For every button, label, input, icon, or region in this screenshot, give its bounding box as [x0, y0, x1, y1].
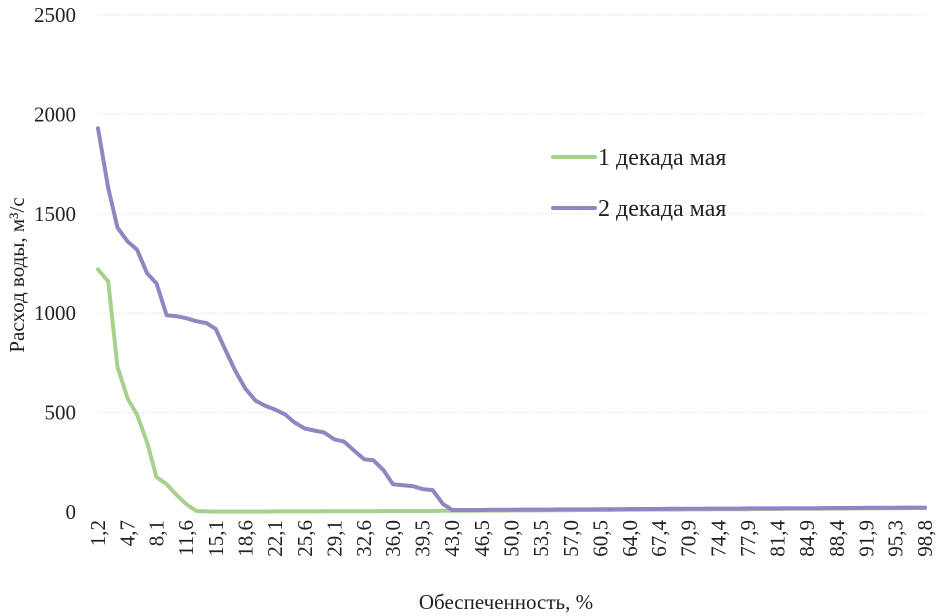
- x-tick-label: 50,0: [500, 520, 524, 557]
- x-tick-label: 88,4: [825, 520, 849, 557]
- x-tick-label: 74,4: [706, 520, 730, 557]
- y-tick-label: 1500: [34, 202, 76, 226]
- x-tick-label: 8,1: [144, 520, 168, 546]
- y-tick-label: 0: [66, 500, 77, 524]
- x-axis-title: Обеспеченность, %: [419, 590, 593, 614]
- series-line-1: [96, 267, 927, 514]
- x-tick-label: 22,1: [263, 520, 287, 557]
- x-tick-label: 81,4: [766, 520, 790, 557]
- x-tick-label: 11,6: [174, 520, 198, 556]
- x-tick-label: 4,7: [116, 520, 140, 546]
- x-tick-label: 60,5: [588, 520, 612, 557]
- x-tick-label: 98,8: [913, 520, 937, 557]
- x-tick-label: 53,5: [529, 520, 553, 557]
- x-tick-label: 67,4: [647, 520, 671, 557]
- series-line-2: [96, 126, 927, 512]
- legend-label-series-1: 1 декада мая: [598, 145, 726, 171]
- x-tick-label: 1,2: [86, 520, 110, 546]
- x-tick-label: 25,6: [293, 520, 317, 557]
- y-tick-label: 2500: [34, 3, 76, 27]
- x-tick-label: 64,0: [618, 520, 642, 557]
- series-lines: [96, 126, 927, 514]
- x-tick-label: 18,6: [233, 520, 257, 557]
- x-tick-label: 46,5: [470, 520, 494, 557]
- x-tick-label: 36,0: [381, 520, 405, 557]
- y-axis-title: Расход воды, м³/с: [5, 197, 29, 352]
- x-axis-ticks: 1,2 4,7 8,1 11,6 15,1 18,6 22,1 25,6 29,1 32,6 36,…: [86, 520, 937, 557]
- y-tick-label: 500: [45, 401, 77, 425]
- x-tick-label: 77,9: [736, 520, 760, 557]
- grid: [98, 14, 925, 414]
- x-tick-label: 39,5: [411, 520, 435, 557]
- x-tick-label: 95,3: [883, 520, 907, 557]
- x-tick-label: 15,1: [204, 520, 228, 557]
- y-tick-label: 1000: [34, 301, 76, 325]
- y-axis-ticks: 0 500 1000 1500 2000 2500: [34, 3, 76, 524]
- legend: 1 декада мая 2 декада мая: [551, 145, 726, 222]
- y-tick-label: 2000: [34, 102, 76, 126]
- legend-label-series-2: 2 декада мая: [598, 196, 726, 222]
- x-tick-label: 57,0: [559, 520, 583, 557]
- x-tick-label: 91,9: [855, 520, 879, 557]
- x-tick-label: 43,0: [440, 520, 464, 557]
- x-tick-label: 70,9: [677, 520, 701, 557]
- x-tick-label: 32,6: [352, 520, 376, 557]
- x-tick-label: 29,1: [322, 520, 346, 557]
- x-tick-label: 84,9: [795, 520, 819, 557]
